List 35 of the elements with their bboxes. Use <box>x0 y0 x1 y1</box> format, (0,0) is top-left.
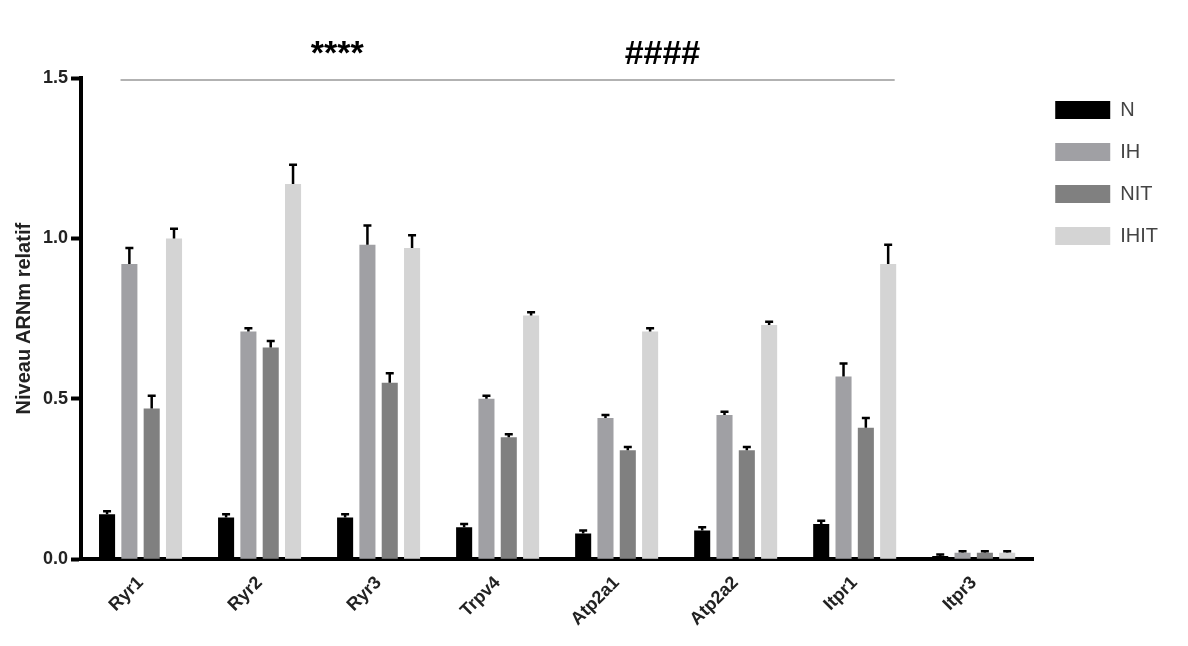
text: #### <box>624 33 701 71</box>
bar <box>738 450 755 559</box>
bar <box>597 418 614 559</box>
bar <box>285 183 302 559</box>
legend-label: NIT <box>1120 181 1153 204</box>
legend-label: IH <box>1120 139 1141 162</box>
bar <box>240 331 257 559</box>
bar <box>857 427 874 559</box>
y-tick-label: 1.0 <box>42 227 69 248</box>
bar <box>359 244 376 559</box>
bar <box>500 437 517 559</box>
text: **** <box>310 33 365 71</box>
bar <box>999 552 1016 559</box>
bar <box>143 408 160 559</box>
bar <box>523 315 540 559</box>
bar <box>642 331 659 559</box>
bar <box>262 347 279 559</box>
y-tick-label: 0.0 <box>42 548 69 569</box>
bar <box>478 398 495 559</box>
legend-label: IHIT <box>1120 223 1159 246</box>
bar <box>165 238 183 559</box>
bar <box>976 552 993 559</box>
legend-label: N <box>1120 97 1135 120</box>
bar <box>381 382 398 559</box>
bar <box>716 414 733 559</box>
y-axis-title: Niveau ARNm relatif <box>11 222 34 415</box>
bar <box>404 248 421 559</box>
y-tick-label: 0.5 <box>42 387 69 408</box>
bar <box>835 376 852 559</box>
bar <box>880 264 897 559</box>
y-tick-label: 1.5 <box>42 66 69 87</box>
bar <box>619 450 636 559</box>
bar <box>761 325 778 559</box>
bar <box>954 552 971 559</box>
bar <box>121 264 138 559</box>
